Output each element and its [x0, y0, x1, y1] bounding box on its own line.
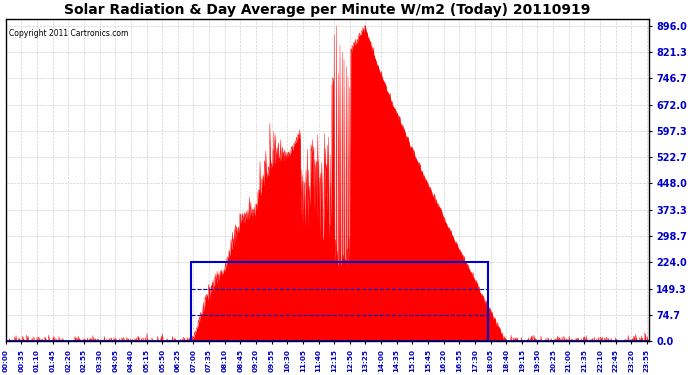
Title: Solar Radiation & Day Average per Minute W/m2 (Today) 20110919: Solar Radiation & Day Average per Minute… [64, 3, 591, 17]
Bar [191, 262, 489, 341]
Text: Copyright 2011 Cartronics.com: Copyright 2011 Cartronics.com [9, 29, 128, 38]
